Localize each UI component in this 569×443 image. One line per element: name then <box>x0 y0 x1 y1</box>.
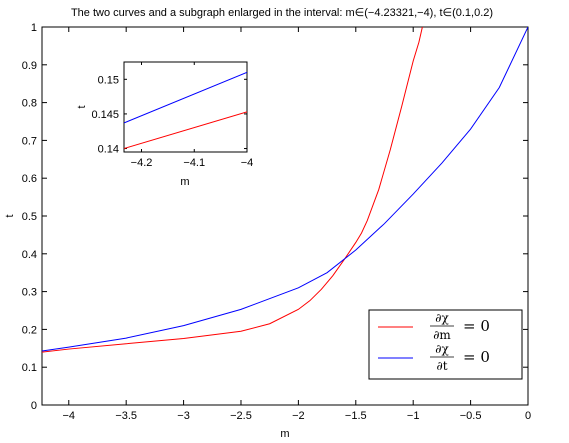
legend: ∂χ ∂m = 0 ∂χ ∂t = 0 <box>368 309 523 380</box>
main-x-tick-label: −1.5 <box>345 410 367 422</box>
main-x-tick-label: −0.5 <box>460 410 482 422</box>
inset-x-tick-label: −4 <box>241 157 254 169</box>
main-y-tick-label: 0.2 <box>22 324 37 336</box>
main-y-tick-label: 0.1 <box>22 362 37 374</box>
main-series-lines <box>42 27 528 353</box>
main-y-tick-label: 0.5 <box>22 211 37 223</box>
x-axis-label: m <box>280 428 289 440</box>
main-y-tick-label: 1 <box>31 22 37 34</box>
main-y-tick-label: 0.9 <box>22 60 37 72</box>
inset-y-tick-label: 0.14 <box>98 144 119 156</box>
inset-y-axis-label: t <box>76 105 88 108</box>
main-x-tick-label: −3.5 <box>115 410 137 422</box>
inset-y-tick-label: 0.145 <box>91 109 119 121</box>
inset-series-line-blue <box>124 71 247 124</box>
inset-series-lines <box>124 71 247 150</box>
main-y-tick-label: 0.6 <box>22 173 37 185</box>
legend-rhs-2: = 0 <box>463 348 490 366</box>
main-ticks: −4 −3.5 −3 −2.5 −2 −1.5 −1 −0.5 0 0 0.1 0.2 0.3 0.4 0.… <box>22 22 531 422</box>
inset-x-tick-label: −4.2 <box>131 157 153 169</box>
legend-denominator-1: ∂m <box>433 328 451 342</box>
legend-numerator-1: ∂χ <box>435 311 449 325</box>
main-y-tick-label: 0.8 <box>22 98 37 110</box>
main-y-tick-label: 0 <box>31 400 37 412</box>
main-x-tick-label: 0 <box>525 410 531 422</box>
inset-y-tick-label: 0.15 <box>98 74 119 86</box>
legend-entry-dchi-dm: ∂χ ∂m = 0 <box>378 311 490 342</box>
inset-x-tick-label: −4.1 <box>183 157 205 169</box>
inset-plot: −4.2 −4.1 −4 0.14 0.145 0.15 m t <box>76 61 253 188</box>
legend-box <box>368 309 523 380</box>
main-y-tick-label: 0.7 <box>22 135 37 147</box>
inset-x-axis-label: m <box>180 176 189 188</box>
main-series-line-red <box>42 27 423 353</box>
main-x-tick-label: −4 <box>63 410 76 422</box>
inset-series-line-red <box>124 111 247 150</box>
legend-numerator-2: ∂χ <box>435 342 449 356</box>
main-x-tick-label: −3 <box>177 410 190 422</box>
chart-title: The two curves and a subgraph enlarged i… <box>71 7 493 19</box>
main-x-tick-label: −2.5 <box>230 410 252 422</box>
legend-denominator-2: ∂t <box>436 359 447 373</box>
main-plot-area: −4 −3.5 −3 −2.5 −2 −1.5 −1 −0.5 0 0 0.1 0.2 0.3 0.4 0.… <box>4 22 531 440</box>
main-x-tick-label: −2 <box>292 410 305 422</box>
main-x-tick-label: −1 <box>407 410 420 422</box>
inset-ticks: −4.2 −4.1 −4 0.14 0.145 0.15 <box>91 62 253 169</box>
main-y-tick-label: 0.4 <box>22 249 37 261</box>
inset-axes-box <box>123 61 248 153</box>
legend-entry-dchi-dt: ∂χ ∂t = 0 <box>378 342 490 373</box>
legend-rhs-1: = 0 <box>463 317 490 335</box>
main-series-line-blue <box>42 27 528 352</box>
main-y-tick-label: 0.3 <box>22 287 37 299</box>
y-axis-label: t <box>4 214 16 217</box>
